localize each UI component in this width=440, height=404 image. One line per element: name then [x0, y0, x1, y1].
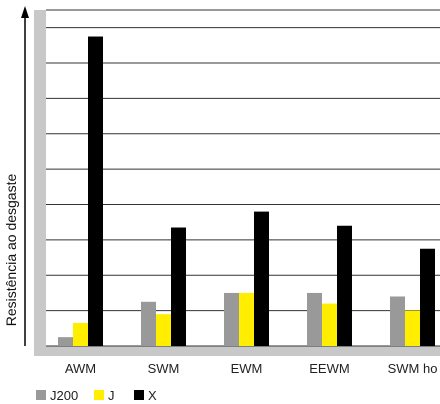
bar-j200-awm [58, 337, 73, 346]
plot-area [46, 10, 440, 346]
bar-x-ewm [254, 211, 269, 346]
bar-x-awm [88, 36, 103, 347]
bar-j-ewm [239, 292, 254, 346]
bar-j200-ewm [224, 292, 239, 346]
legend: J200 J X [36, 388, 157, 403]
legend-swatch-x [134, 390, 144, 400]
x-tick-label: AWM [65, 361, 96, 376]
x-tick-label: EEWM [309, 361, 349, 376]
legend-swatch-j [94, 390, 104, 400]
legend-label-j: J [108, 388, 115, 403]
bars [58, 36, 435, 347]
legend-label-j200: J200 [50, 388, 78, 403]
bar-x-swm [171, 227, 186, 346]
x-tick-label: EWM [231, 361, 263, 376]
x-tick-labels: AWM SWM EWM EEWM SWM ho [65, 361, 438, 376]
bar-j200-eewm [307, 292, 322, 346]
gridlines [46, 9, 440, 347]
legend-label-x: X [148, 388, 157, 403]
x-tick-label: SWM [148, 361, 180, 376]
bar-j-swm-ho [405, 310, 420, 346]
bar-j200-swm-ho [390, 296, 405, 346]
x-tick-label: SWM ho [388, 361, 438, 376]
bar-x-eewm [337, 225, 352, 346]
bar-x-swm-ho [420, 248, 435, 346]
y-axis-title: Resistência ao desgaste [3, 174, 19, 327]
legend-swatch-j200 [36, 390, 46, 400]
bar-j-eewm [322, 303, 337, 346]
bar-j-awm [73, 323, 88, 346]
y-axis-arrowhead [21, 6, 29, 18]
bar-j200-swm [141, 301, 156, 346]
bar-j-swm [156, 314, 171, 346]
